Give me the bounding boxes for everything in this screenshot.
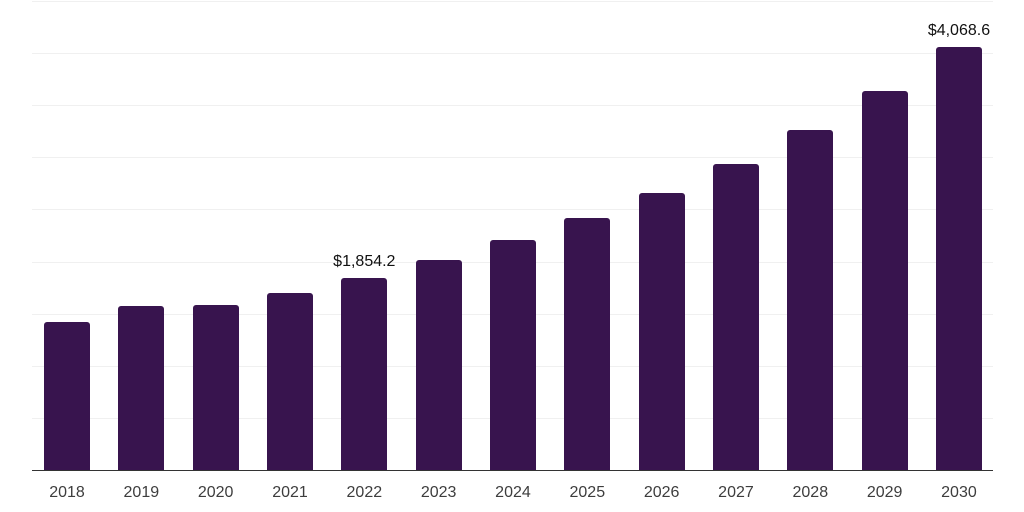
x-tick-2022: 2022 [346, 484, 383, 501]
plot-area: $1,854.2 $4,068.6 [32, 1, 993, 471]
x-tick-2019: 2019 [123, 484, 160, 501]
x-tick-2028: 2028 [792, 484, 829, 501]
bar-2028 [787, 130, 834, 471]
x-tick-2029: 2029 [866, 484, 903, 501]
bar-2019 [118, 306, 165, 471]
bar-2026 [638, 193, 685, 471]
bar-2027 [712, 163, 759, 471]
bar-2024 [489, 239, 536, 471]
bar-2018 [44, 321, 90, 471]
gridline [32, 157, 993, 159]
x-tick-2023: 2023 [420, 484, 457, 501]
x-tick-2024: 2024 [495, 484, 531, 501]
bar-2022 [341, 277, 388, 471]
x-tick-2025: 2025 [569, 484, 606, 501]
x-tick-2026: 2026 [643, 484, 680, 501]
x-axis-line [32, 470, 993, 471]
bar-2020 [192, 304, 239, 471]
bar-value-label-2030: $4,068.6 [927, 21, 991, 39]
x-tick-2021: 2021 [272, 484, 308, 501]
bar-2025 [564, 217, 611, 471]
gridline [32, 105, 993, 107]
bar-2021 [266, 293, 313, 471]
x-tick-2020: 2020 [197, 484, 234, 501]
bar-value-label-2022: $1,854.2 [333, 252, 396, 270]
x-tick-2027: 2027 [718, 484, 754, 501]
gridline [32, 53, 993, 55]
gridline [32, 209, 993, 211]
bar-2023 [415, 260, 462, 471]
bar-2030 [935, 46, 982, 471]
bar-2029 [861, 91, 908, 471]
x-tick-2030: 2030 [941, 484, 977, 501]
x-tick-2018: 2018 [49, 484, 85, 501]
gridline [32, 1, 993, 2]
